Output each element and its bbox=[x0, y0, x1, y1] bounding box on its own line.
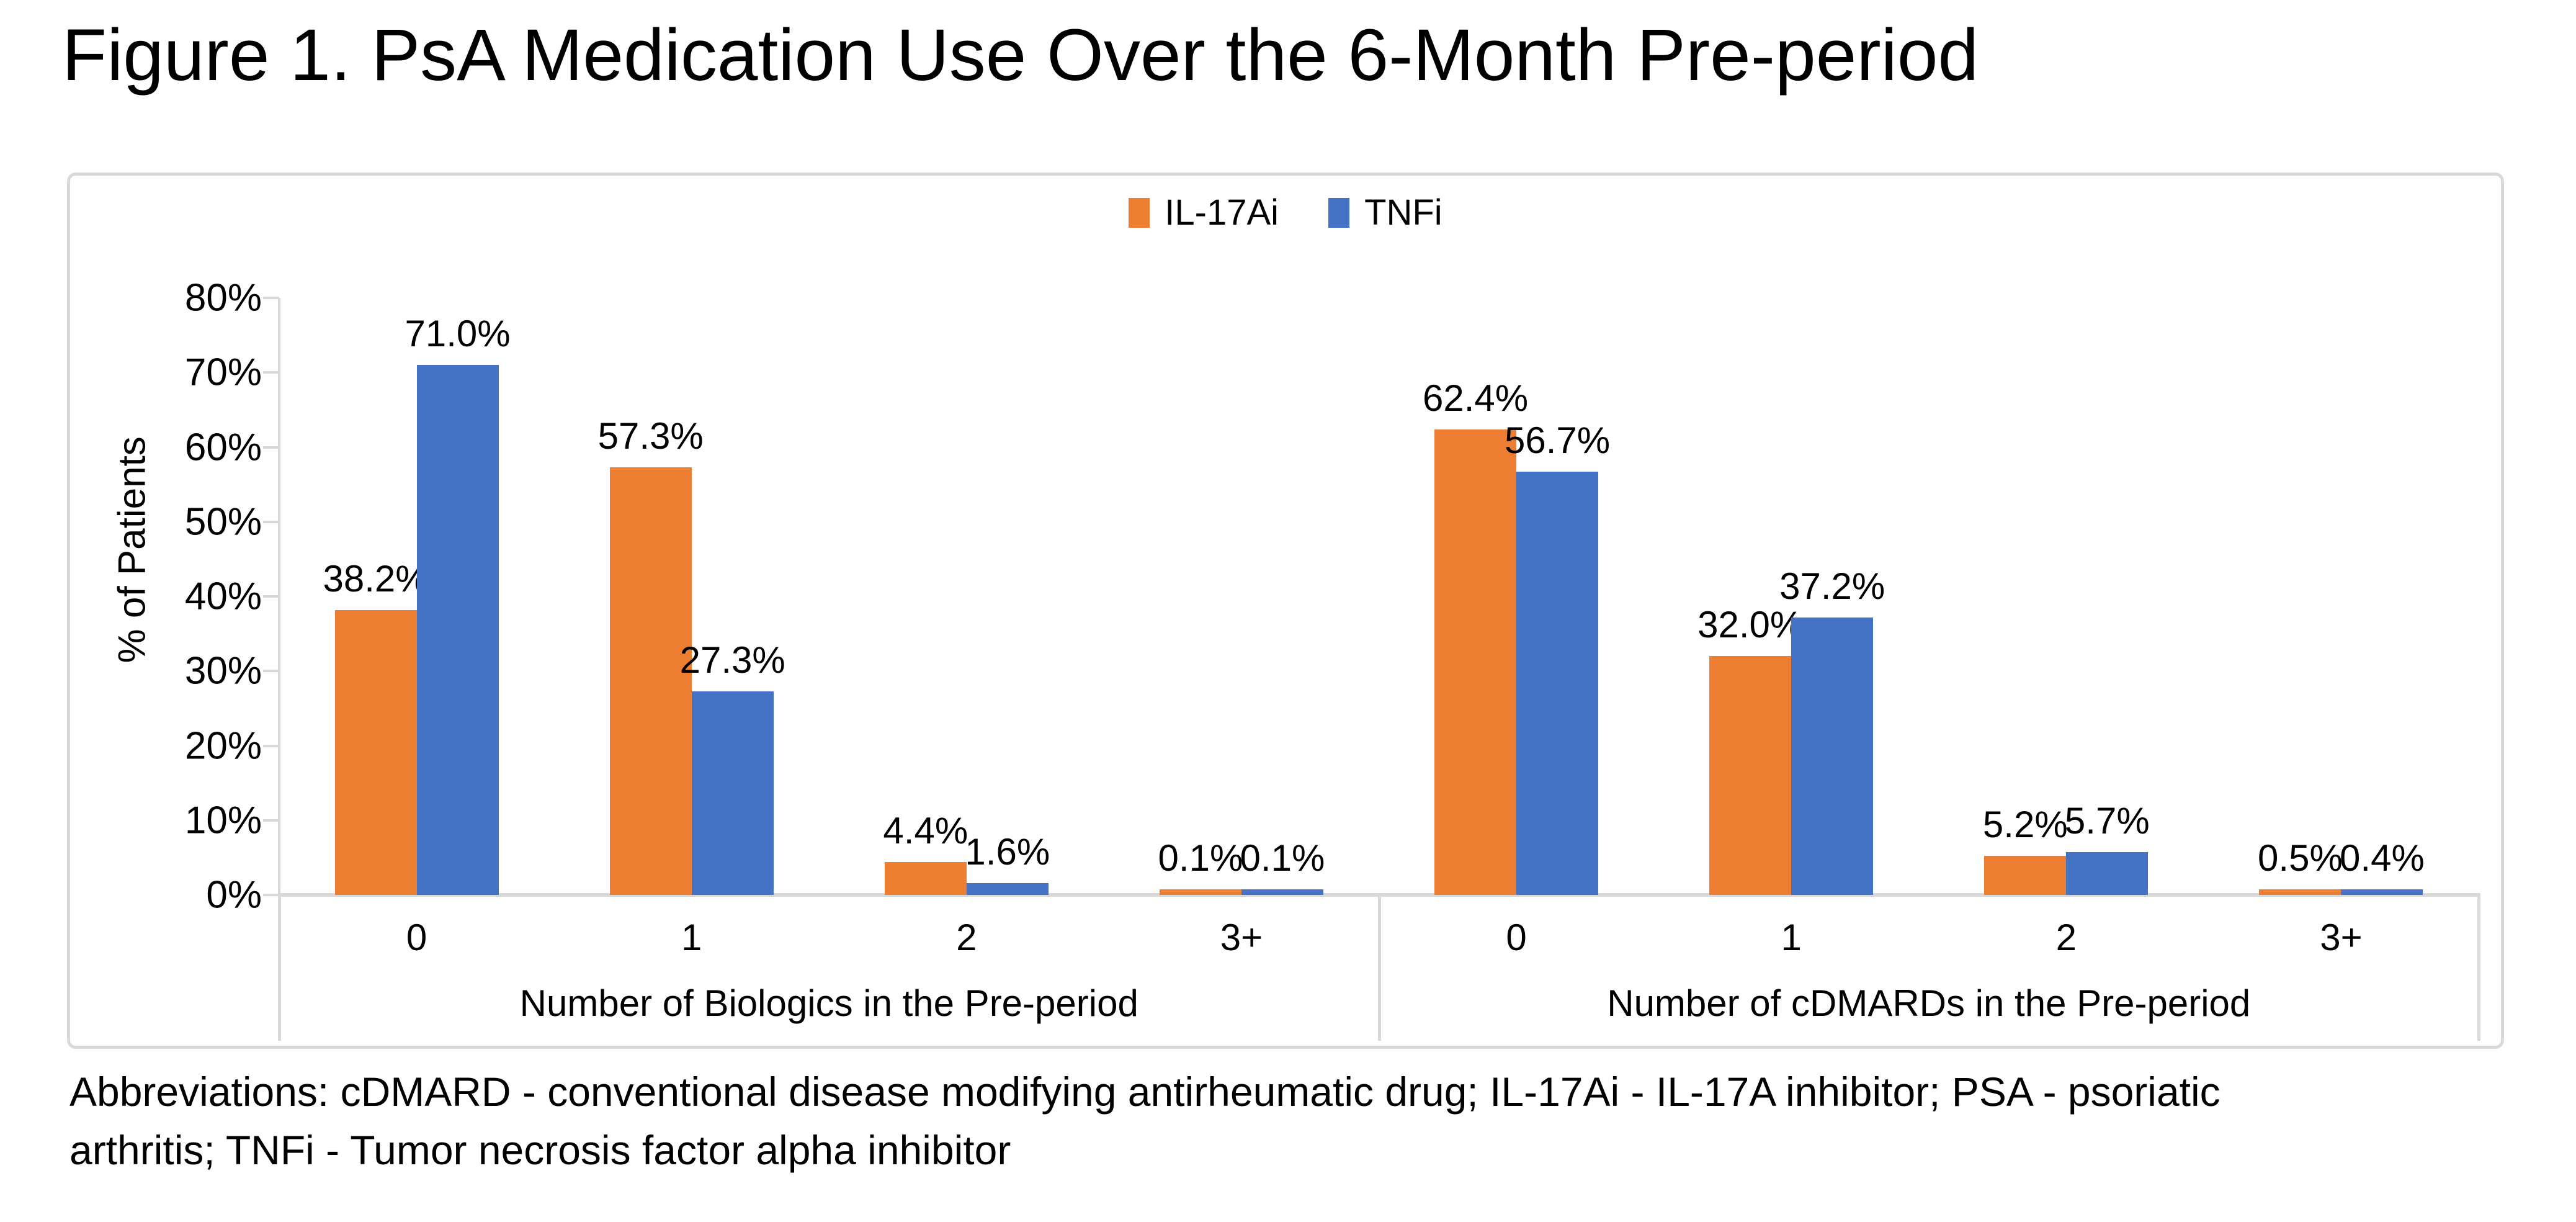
legend-swatch-tnfi bbox=[1328, 197, 1350, 228]
category-slot-0-0: 38.2% 71.0% bbox=[279, 298, 554, 895]
y-tick-label: 10% bbox=[184, 799, 262, 842]
x-tick-label-3+: 3+ bbox=[2320, 917, 2363, 958]
bar-TNFi-group1-0: 56.7% bbox=[1505, 420, 1610, 895]
legend-label-tnfi: TNFi bbox=[1364, 192, 1442, 233]
y-tick-mark bbox=[263, 670, 279, 673]
y-tick-mark bbox=[263, 819, 279, 822]
y-tick-mark bbox=[263, 744, 279, 747]
bar-TNFi-group0-3+: 0.1% bbox=[1240, 837, 1325, 895]
bar-IL-17Ai-group1-0: 62.4% bbox=[1423, 377, 1528, 895]
category-separator bbox=[1377, 893, 1381, 1041]
bar-value-label: 0.1% bbox=[1158, 837, 1243, 879]
bar-value-label: 62.4% bbox=[1422, 377, 1529, 419]
footnote-line-2: arthritis; TNFi - Tumor necrosis factor … bbox=[69, 1127, 1011, 1173]
y-tick-label: 30% bbox=[184, 649, 262, 693]
x-tick-label-2: 2 bbox=[956, 917, 977, 958]
bar-value-label: 27.3% bbox=[679, 639, 785, 681]
legend-item-tnfi: TNFi bbox=[1328, 192, 1442, 233]
legend-item-il17ai: IL-17Ai bbox=[1129, 192, 1279, 233]
bar-TNFi-group1-2: 5.7% bbox=[2065, 800, 2150, 895]
y-tick-label: 70% bbox=[184, 351, 262, 394]
bar-TNFi-group0-0: 71.0% bbox=[405, 313, 511, 895]
y-tick-mark bbox=[263, 894, 279, 896]
x-tick-row-0: 0 1 2 3+ bbox=[279, 916, 1379, 959]
bar-value-label: 32.0% bbox=[1697, 604, 1804, 646]
y-tick-mark bbox=[263, 520, 279, 523]
category-separator bbox=[278, 893, 281, 1041]
y-tick-mark bbox=[263, 297, 279, 299]
x-tick-label-2: 2 bbox=[2055, 917, 2077, 958]
bar-value-label: 38.2% bbox=[323, 557, 429, 600]
bar-value-label: 4.4% bbox=[883, 810, 968, 852]
bar-value-label: 56.7% bbox=[1504, 420, 1611, 462]
group-label-cdmards: Number of cDMARDs in the Pre-period bbox=[1607, 982, 2251, 1024]
bar-value-label: 37.2% bbox=[1779, 565, 1885, 607]
bar-value-label: 0.4% bbox=[2340, 837, 2425, 879]
y-tick-label: 0% bbox=[206, 873, 262, 917]
x-tick-row-1: 0 1 2 3+ bbox=[1379, 916, 2479, 959]
legend-label-il17ai: IL-17Ai bbox=[1165, 192, 1279, 233]
x-tick-label-3+: 3+ bbox=[1220, 917, 1263, 958]
category-slot-0-3+: 0.1% 0.1% bbox=[1104, 298, 1379, 895]
y-axis-line bbox=[278, 298, 280, 895]
bar-TNFi-group0-2: 1.6% bbox=[965, 831, 1050, 895]
footnote-line-1: Abbreviations: cDMARD - conventional dis… bbox=[69, 1069, 2220, 1115]
legend: IL-17Ai TNFi bbox=[70, 192, 2501, 233]
bar-value-label: 5.7% bbox=[2064, 800, 2150, 842]
page-title: Figure 1. PsA Medication Use Over the 6-… bbox=[62, 14, 1979, 96]
y-tick-mark bbox=[263, 595, 279, 598]
group-label-biologics: Number of Biologics in the Pre-period bbox=[519, 982, 1138, 1024]
bar-TNFi-group0-1: 27.3% bbox=[680, 639, 785, 895]
y-tick-mark bbox=[263, 446, 279, 449]
bar-IL-17Ai-group1-2: 5.2% bbox=[1983, 804, 2068, 895]
category-slot-1-2: 5.2% 5.7% bbox=[1929, 298, 2204, 895]
category-slot-0-2: 4.4% 1.6% bbox=[829, 298, 1104, 895]
legend-swatch-il17ai bbox=[1129, 197, 1150, 228]
y-tick-label: 50% bbox=[184, 500, 262, 544]
category-separator bbox=[2477, 893, 2480, 1041]
bar-IL-17Ai-group0-0: 38.2% bbox=[323, 558, 429, 895]
y-tick-label: 20% bbox=[184, 724, 262, 767]
bar-IL-17Ai-group0-3+: 0.1% bbox=[1158, 837, 1243, 895]
panel-1: 62.4% 56.7% 32.0% 37.2% 5.2% 5.7% 0.5% 0.4% bbox=[1379, 298, 2479, 895]
category-slot-1-0: 62.4% 56.7% bbox=[1379, 298, 1654, 895]
bar-IL-17Ai-group1-1: 32.0% bbox=[1697, 604, 1803, 895]
bar-value-label: 0.1% bbox=[1240, 837, 1325, 879]
bar-IL-17Ai-group0-1: 57.3% bbox=[598, 415, 704, 895]
bar-IL-17Ai-group1-3+: 0.5% bbox=[2258, 837, 2343, 895]
x-tick-label-1: 1 bbox=[681, 917, 702, 958]
y-tick-label: 40% bbox=[184, 575, 262, 618]
x-tick-label-0: 0 bbox=[406, 917, 427, 958]
category-slot-0-1: 57.3% 27.3% bbox=[554, 298, 829, 895]
bar-value-label: 5.2% bbox=[1982, 804, 2068, 846]
footnote: Abbreviations: cDMARD - conventional dis… bbox=[69, 1063, 2502, 1179]
bar-IL-17Ai-group0-2: 4.4% bbox=[883, 810, 968, 895]
category-slot-1-3+: 0.5% 0.4% bbox=[2204, 298, 2479, 895]
x-tick-label-1: 1 bbox=[1781, 917, 1802, 958]
y-tick-label: 60% bbox=[184, 426, 262, 469]
bar-value-label: 0.5% bbox=[2258, 837, 2343, 879]
bar-value-label: 71.0% bbox=[405, 313, 511, 355]
category-slot-1-1: 32.0% 37.2% bbox=[1654, 298, 1929, 895]
bar-value-label: 57.3% bbox=[597, 415, 704, 457]
bar-TNFi-group1-3+: 0.4% bbox=[2340, 837, 2425, 895]
panel-0: 38.2% 71.0% 57.3% 27.3% 4.4% 1.6% 0.1% 0.1% bbox=[279, 298, 1379, 895]
bar-TNFi-group1-1: 37.2% bbox=[1779, 565, 1885, 895]
y-tick-mark bbox=[263, 371, 279, 374]
bar-value-label: 1.6% bbox=[965, 830, 1050, 873]
x-tick-label-0: 0 bbox=[1506, 917, 1527, 958]
chart-container: IL-17Ai TNFi % of Patients 0% 10% 20% 30% 40… bbox=[67, 173, 2504, 1049]
y-tick-label: 80% bbox=[184, 276, 262, 320]
